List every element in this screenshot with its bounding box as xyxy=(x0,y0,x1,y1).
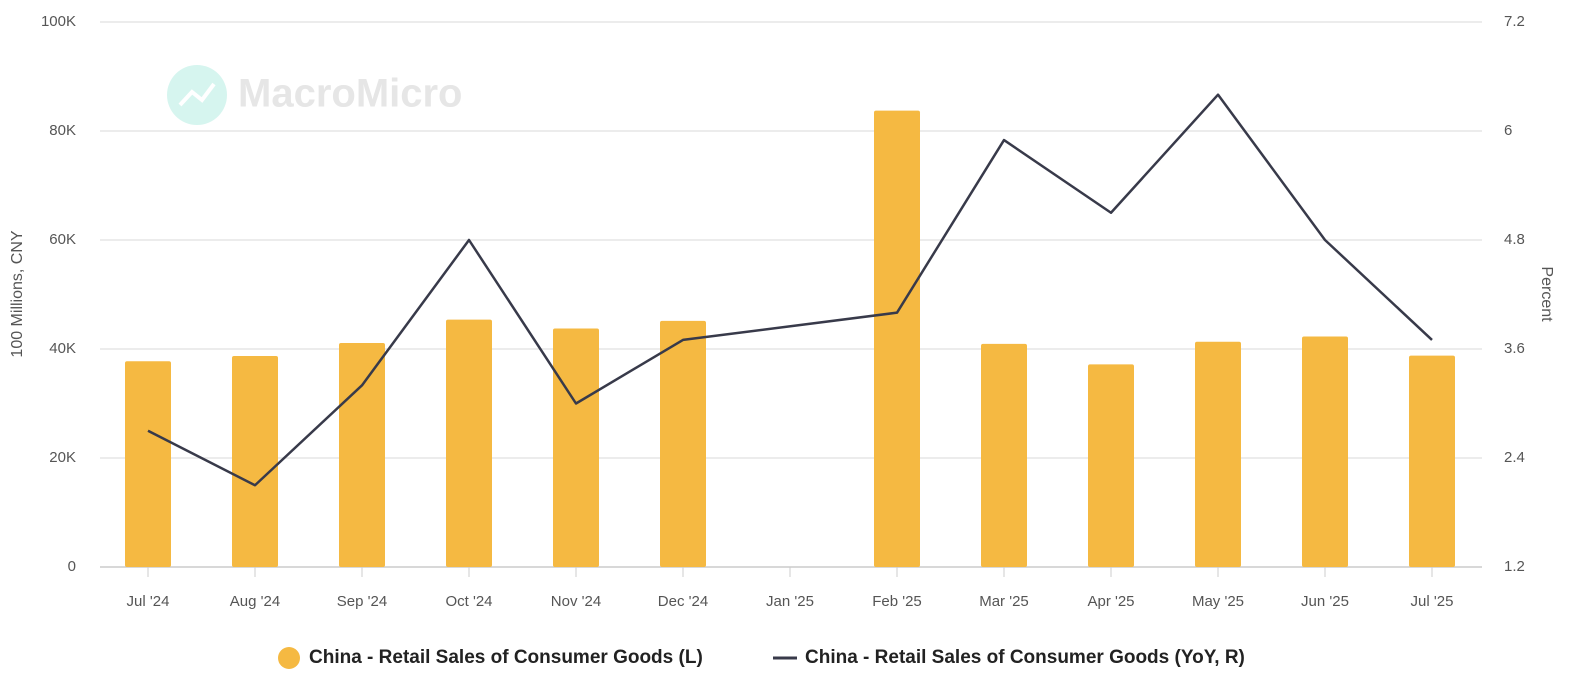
x-tick-label: Aug '24 xyxy=(230,593,280,610)
bar xyxy=(874,110,920,567)
y-tick-label: 20K xyxy=(49,449,76,466)
bar xyxy=(1409,355,1455,567)
y-tick-label: 0 xyxy=(68,558,76,575)
y2-tick-label: 3.6 xyxy=(1504,340,1525,357)
line xyxy=(147,93,1433,487)
y2-axis-label: Percent xyxy=(1538,266,1555,322)
x-tick-label: Nov '24 xyxy=(551,593,601,610)
bar xyxy=(339,342,385,567)
x-tick-label: Jul '25 xyxy=(1411,593,1454,610)
x-tick-label: Oct '24 xyxy=(445,593,492,610)
watermark-icon-line xyxy=(178,82,216,107)
y2-tick-label: 7.2 xyxy=(1504,13,1525,30)
x-tick-label: Jun '25 xyxy=(1301,593,1349,610)
y-tick-label: 80K xyxy=(49,122,76,139)
y2-tick-label: 2.4 xyxy=(1504,449,1525,466)
x-tick-label: Mar '25 xyxy=(979,593,1029,610)
watermark: MacroMicro xyxy=(238,72,463,116)
x-tick-label: Jan '25 xyxy=(766,593,814,610)
bar xyxy=(1195,341,1241,567)
legend-text: China - Retail Sales of Consumer Goods (… xyxy=(309,647,703,668)
legend-text: China - Retail Sales of Consumer Goods (… xyxy=(805,647,1245,668)
y2-tick-label: 1.2 xyxy=(1504,558,1525,575)
bar xyxy=(232,355,278,567)
x-tick-label: Feb '25 xyxy=(872,593,922,610)
y-axis-label: 100 Millions, CNY xyxy=(9,230,26,357)
bar xyxy=(1088,364,1134,567)
bar xyxy=(125,361,171,567)
x-tick-label: Dec '24 xyxy=(658,593,708,610)
y2-tick-label: 6 xyxy=(1504,122,1512,139)
y-tick-label: 100K xyxy=(41,13,76,30)
bar xyxy=(660,320,706,567)
y2-tick-label: 4.8 xyxy=(1504,231,1525,248)
x-tick-label: Apr '25 xyxy=(1087,593,1134,610)
x-tick-label: May '25 xyxy=(1192,593,1244,610)
x-tick-label: Jul '24 xyxy=(127,593,170,610)
bar xyxy=(553,328,599,567)
y-tick-label: 60K xyxy=(49,231,76,248)
legend-marker xyxy=(278,647,300,669)
bar xyxy=(1302,336,1348,567)
bar xyxy=(981,343,1027,567)
bar xyxy=(446,319,492,567)
y-tick-label: 40K xyxy=(49,340,76,357)
x-tick-label: Sep '24 xyxy=(337,593,387,610)
